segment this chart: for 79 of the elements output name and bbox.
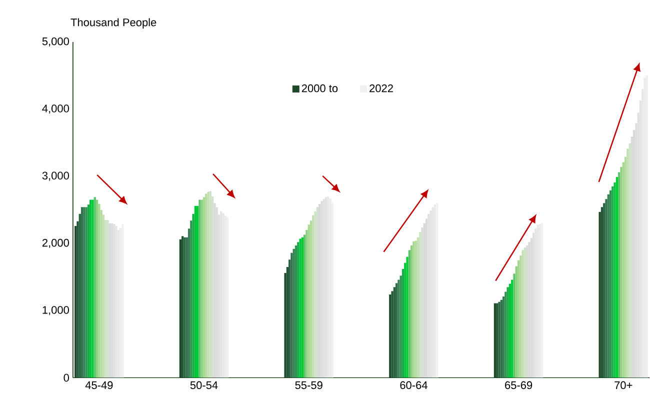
bar [511, 280, 514, 378]
x-tick-label: 55-59 [295, 381, 322, 390]
bar [96, 200, 98, 378]
y-tick-label: 3,000 [42, 172, 69, 181]
legend-label: 2000 to [302, 84, 338, 92]
y-tick-label: 1,000 [42, 306, 69, 316]
bar [616, 177, 618, 378]
bar [188, 228, 190, 378]
x-tick-label: 70+ [614, 381, 632, 390]
bar [292, 248, 295, 378]
bar [626, 148, 629, 378]
bar [506, 287, 509, 378]
bar [419, 232, 422, 378]
bar [508, 284, 512, 378]
bar [494, 303, 496, 378]
bar [306, 230, 308, 378]
bar [102, 214, 105, 378]
bar [609, 190, 612, 378]
bar [504, 292, 507, 378]
x-tick-label: 45-49 [85, 381, 113, 390]
bar [618, 172, 620, 378]
bar [294, 246, 298, 378]
bar [94, 197, 96, 378]
bar [196, 206, 199, 378]
x-tick-label: 50-54 [190, 381, 218, 390]
bar [194, 206, 197, 378]
bar [391, 291, 394, 378]
bar [190, 220, 192, 378]
bar [500, 300, 502, 378]
y-tick-label: 0 [64, 374, 69, 382]
bar [524, 248, 526, 378]
bar [395, 283, 398, 378]
bar [393, 287, 396, 378]
bar [98, 204, 100, 378]
bar [408, 250, 410, 378]
bar [603, 203, 606, 378]
bar [312, 215, 314, 378]
bar [284, 273, 286, 378]
bar [600, 207, 604, 378]
bar [410, 246, 413, 378]
bar [406, 257, 408, 378]
bar [502, 296, 505, 378]
bar [513, 274, 516, 378]
y-tick-label: 5,000 [42, 38, 69, 47]
bar [288, 260, 291, 378]
y-tick-label: 4,000 [42, 104, 69, 114]
bar [605, 199, 608, 378]
y-tick-label: 2,000 [42, 239, 69, 248]
bar [624, 156, 627, 378]
bar [192, 214, 194, 378]
bar [416, 238, 420, 378]
bar [80, 207, 84, 378]
x-tick-label: 60-64 [400, 381, 428, 390]
bar [179, 240, 182, 378]
bar [607, 194, 610, 378]
bar [87, 204, 90, 378]
bar [398, 280, 400, 378]
bar [402, 269, 404, 378]
bar [304, 234, 306, 378]
bar [290, 252, 293, 378]
legend-label: 2022 [370, 84, 393, 92]
bar [286, 267, 289, 378]
bar [620, 167, 622, 378]
bar [297, 242, 300, 378]
bar [515, 266, 518, 378]
y-axis-title: Thousand People [70, 18, 156, 29]
bar [202, 197, 206, 378]
bar [76, 221, 79, 378]
x-tick-label: 65-69 [505, 381, 532, 390]
bar [598, 212, 601, 378]
bar [520, 256, 522, 378]
bar [78, 214, 81, 378]
bar [389, 294, 392, 378]
bar [310, 220, 312, 378]
bar [612, 186, 614, 378]
bar [400, 276, 402, 378]
bar [74, 226, 77, 378]
bar [517, 260, 520, 378]
bar [301, 238, 304, 378]
